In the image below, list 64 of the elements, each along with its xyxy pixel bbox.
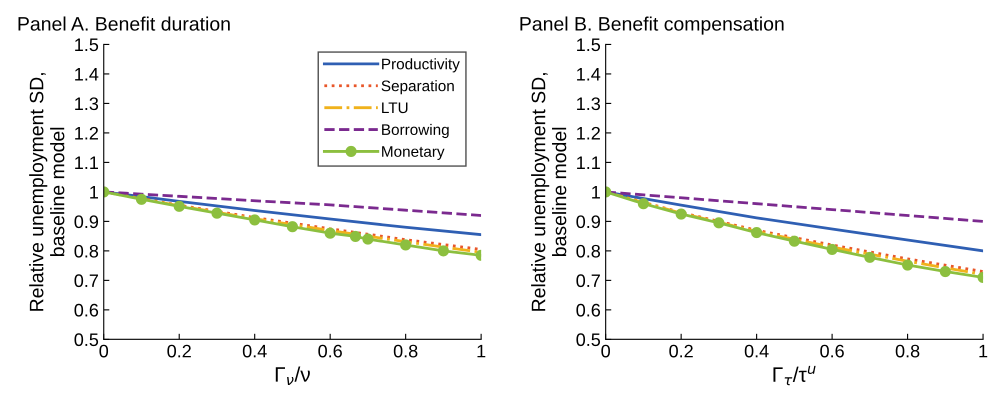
- point: [249, 214, 260, 226]
- point: [638, 198, 649, 210]
- x-tick-label: 0.8: [394, 344, 418, 358]
- y-tick-label: 0.9: [576, 215, 600, 228]
- point: [713, 217, 724, 228]
- legend-label: LTU: [382, 102, 408, 114]
- x-axis-title: Γ$_{τ}$/τ$^{u}$: [773, 366, 816, 386]
- point: [940, 266, 951, 278]
- y-tick-label: 0.8: [74, 244, 98, 258]
- point: [136, 194, 148, 205]
- x-tick-label: 0.2: [167, 344, 191, 358]
- legend-label: Monetary: [382, 146, 445, 160]
- chart-title: Panel A. Benefit duration: [18, 16, 230, 31]
- y-tick-label: 0.5: [576, 333, 600, 346]
- x-tick-label: 0.4: [744, 344, 769, 358]
- y-tick-label: 0.5: [74, 333, 98, 346]
- y-tick-label: 0.8: [576, 244, 600, 258]
- point: [676, 208, 687, 220]
- x-tick-label: 0.2: [669, 344, 693, 358]
- x-tick-label: 0.6: [820, 344, 844, 358]
- y-axis-title: Relative unemployment SD, baseline model: [29, 73, 64, 311]
- legend-label: Separation: [382, 80, 454, 94]
- y-tick-label: 1.2: [577, 126, 600, 140]
- y-tick-label: 1.5: [75, 38, 98, 52]
- y-tick-label: 1.4: [75, 68, 98, 80]
- y-tick-label: 1.5: [577, 38, 600, 52]
- x-tick-label: 0: [601, 344, 610, 358]
- point: [826, 244, 838, 255]
- x-tick-label: 0: [99, 344, 108, 358]
- y-tick-label: 0.9: [74, 215, 98, 228]
- x-tick-label: 0.8: [896, 344, 920, 358]
- y-tick-label: 1.1: [577, 156, 600, 169]
- x-axis-title: Γ$_{ν}$/ν: [276, 366, 310, 386]
- y-tick-label: 0.7: [74, 274, 98, 288]
- point: [751, 227, 762, 238]
- point: [211, 208, 223, 219]
- y-tick-label: 0.6: [576, 304, 600, 317]
- point: [438, 245, 449, 256]
- y-tick-label: 1.2: [75, 126, 98, 140]
- point: [788, 236, 800, 247]
- y-tick-label: 0.7: [576, 274, 600, 288]
- point: [286, 221, 298, 232]
- point: [362, 234, 374, 245]
- y-tick-label: 1.3: [577, 97, 600, 110]
- point: [902, 259, 914, 271]
- y-tick-label: 1.4: [577, 68, 600, 80]
- point: [324, 228, 336, 239]
- point: [174, 200, 185, 212]
- legend-label: Borrowing: [382, 124, 449, 138]
- y-tick-label: 1.3: [75, 97, 98, 110]
- x-tick-label: 1: [979, 344, 988, 358]
- y-tick-label: 0.6: [74, 304, 98, 317]
- point: [400, 239, 412, 251]
- y-tick-label: 1: [90, 186, 98, 198]
- point: [864, 252, 876, 263]
- point: [350, 230, 362, 242]
- x-tick-label: 0.4: [242, 344, 267, 358]
- x-tick-label: 1: [477, 344, 486, 358]
- y-axis-title: Relative unemployment SD, baseline model: [531, 73, 566, 311]
- y-tick-label: 1.1: [75, 156, 98, 169]
- x-tick-label: 0.6: [318, 344, 342, 358]
- chart-title: Panel B. Benefit compensation: [520, 16, 784, 35]
- y-tick-label: 1: [592, 186, 600, 198]
- legend-label: Productivity: [382, 58, 460, 72]
